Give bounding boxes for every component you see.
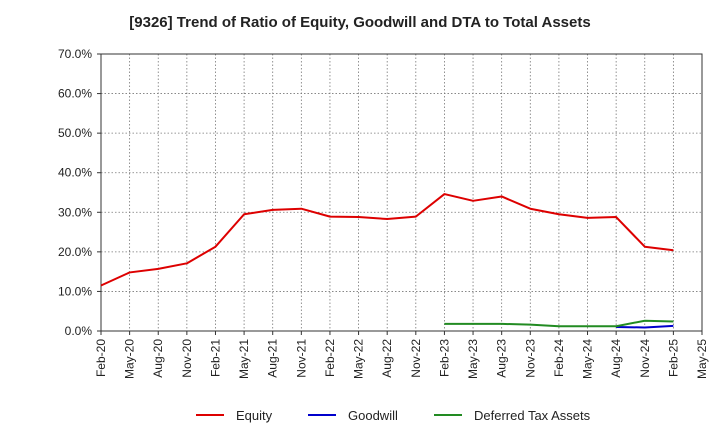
x-tick-label: Aug-22: [380, 339, 394, 378]
x-tick-label: May-24: [581, 339, 595, 379]
chart-legend: Equity Goodwill Deferred Tax Assets: [0, 404, 720, 426]
x-tick-label: May-21: [237, 339, 251, 379]
y-tick-label: 0.0%: [65, 324, 93, 338]
x-tick-label: Aug-24: [609, 339, 623, 378]
legend-label-equity: Equity: [236, 407, 273, 423]
series-line-deferred-tax-assets: [444, 319, 674, 328]
x-tick-label: May-25: [695, 339, 709, 379]
x-tick-label: Nov-24: [638, 339, 652, 378]
x-tick-label: Nov-21: [294, 339, 308, 378]
y-tick-label: 20.0%: [58, 245, 92, 259]
x-tick-label: Feb-22: [323, 339, 337, 377]
x-tick-label: Aug-23: [495, 339, 509, 378]
x-tick-label: Nov-20: [180, 339, 194, 378]
x-tick-label: Aug-20: [151, 339, 165, 378]
x-tick-label: May-20: [123, 339, 137, 379]
y-tick-label: 50.0%: [58, 126, 92, 140]
x-tick-label: May-23: [466, 339, 480, 379]
x-tick-label: Feb-21: [208, 339, 222, 377]
legend-item-dta: Deferred Tax Assets: [434, 404, 590, 426]
chart-title: [9326] Trend of Ratio of Equity, Goodwil…: [129, 14, 591, 31]
x-tick-label: Nov-23: [523, 339, 537, 378]
y-tick-label: 10.0%: [58, 284, 92, 298]
y-tick-label: 60.0%: [58, 87, 92, 101]
x-tick-label: Nov-22: [409, 339, 423, 378]
series-line-equity: [100, 193, 674, 287]
legend-swatch-equity: [196, 414, 224, 416]
series-line-goodwill: [616, 324, 674, 329]
x-tick-label: Aug-21: [266, 339, 280, 378]
legend-swatch-dta: [434, 414, 462, 416]
y-tick-label: 40.0%: [58, 166, 92, 180]
x-tick-label: Feb-23: [437, 339, 451, 377]
x-tick-label: Feb-24: [552, 339, 566, 377]
x-tick-label: Feb-20: [94, 339, 108, 377]
legend-label-goodwill: Goodwill: [348, 407, 398, 423]
y-tick-label: 70.0%: [58, 47, 92, 61]
legend-item-equity: Equity: [196, 404, 272, 426]
plot-frame: [100, 53, 703, 332]
y-tick-label: 30.0%: [58, 205, 92, 219]
legend-item-goodwill: Goodwill: [308, 404, 398, 426]
x-tick-label: Feb-25: [666, 339, 680, 377]
legend-label-dta: Deferred Tax Assets: [474, 407, 591, 423]
legend-swatch-goodwill: [308, 414, 336, 416]
x-tick-label: May-22: [352, 339, 366, 379]
